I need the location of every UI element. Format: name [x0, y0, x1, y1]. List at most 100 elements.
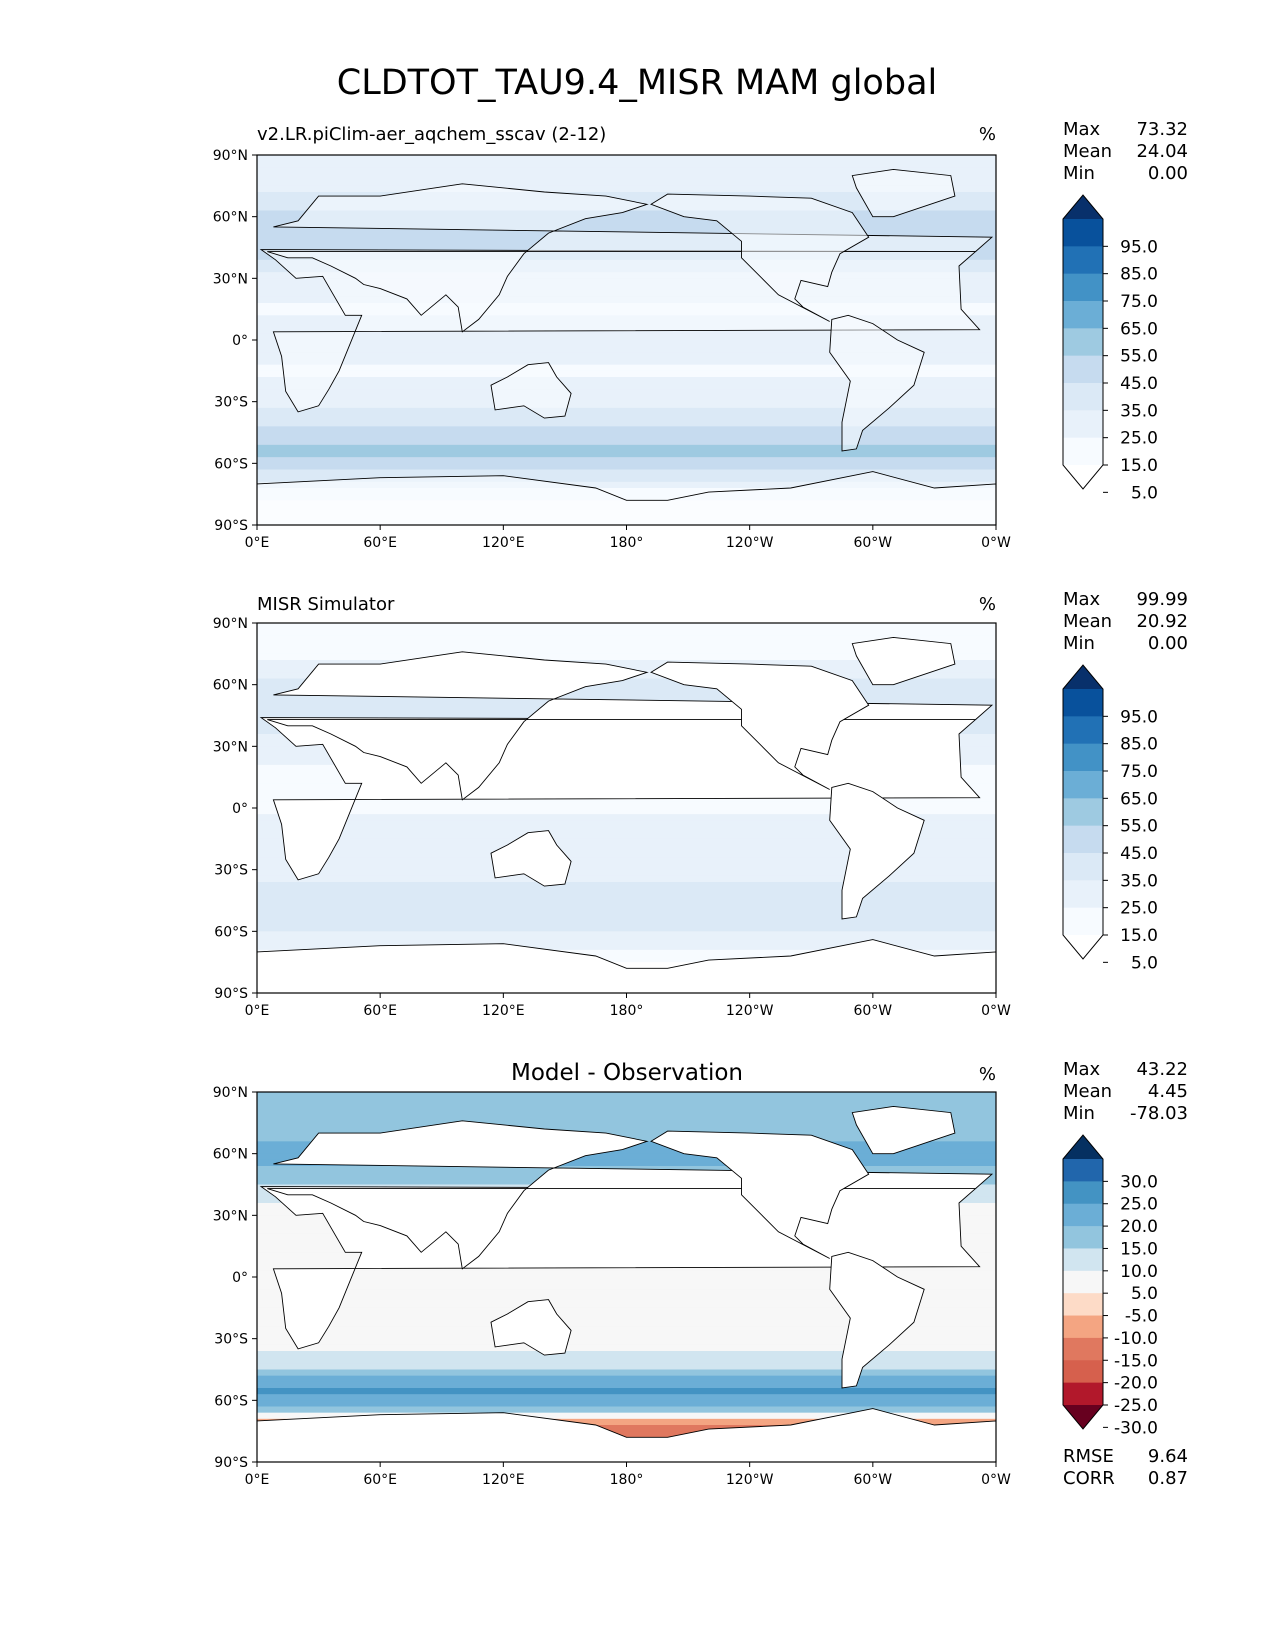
field-band: [257, 1357, 996, 1364]
field-band: [257, 919, 996, 926]
field-band: [257, 647, 996, 655]
panel-3-map: [256, 1091, 997, 1463]
stat-value-min: 0.00: [1148, 633, 1188, 654]
stat-value-max: 43.22: [1136, 1059, 1188, 1080]
colorbar-label: 85.0: [1120, 265, 1158, 285]
coastline: [829, 314, 925, 452]
field-band: [257, 943, 996, 951]
field-band: [257, 389, 996, 397]
field-band: [257, 894, 996, 902]
panel-1-map: [256, 154, 997, 526]
field-band: [257, 1394, 996, 1401]
coastline: [267, 1120, 994, 1270]
panel-2-lon-ticks: 0°E 60°E 120°E 180° 120°W 60°W 0°W: [245, 993, 1011, 1019]
colorbar-label: 65.0: [1120, 319, 1158, 339]
field-band: [257, 956, 996, 963]
field-band: [257, 1338, 996, 1346]
lat-tick-label: 30°S: [214, 395, 248, 411]
panel-1-title: v2.LR.piClim-aer_aqchem_sscav (2-12): [257, 124, 606, 145]
coastline: [851, 1105, 956, 1155]
stat-value-max: 73.32: [1136, 119, 1188, 140]
colorbar-label: 5.0: [1131, 1284, 1158, 1304]
field-band: [257, 1116, 996, 1124]
colorbar-segment: [1063, 1159, 1103, 1182]
colorbar-label: 75.0: [1120, 292, 1158, 312]
panel-3-stats: Max 43.22 Mean 4.45 Min -78.03: [1063, 1059, 1188, 1124]
field-band: [257, 1418, 996, 1426]
colorbar-segment: [1063, 880, 1103, 909]
stat-value-min: 0.00: [1148, 163, 1188, 184]
field-band: [257, 451, 996, 458]
lat-tick-label: 90°S: [214, 1455, 248, 1471]
field-band: [257, 426, 996, 434]
lat-tick-label: 0°: [232, 801, 248, 817]
panel-2-lat-ticks: 90°N 60°N 30°N 0° 30°S 60°S 90°S: [213, 616, 257, 1002]
field-band: [257, 414, 996, 421]
field-band: [257, 1104, 996, 1112]
lat-tick-label: 60°N: [213, 1147, 248, 1163]
lon-tick-label: 0°W: [981, 1003, 1011, 1019]
field-band: [257, 469, 996, 477]
field-band: [257, 838, 996, 846]
field-band: [257, 173, 996, 181]
stat-value-mean: 4.45: [1148, 1081, 1188, 1102]
field-band: [257, 845, 996, 852]
field-band: [257, 1369, 996, 1377]
field-band: [257, 875, 996, 883]
field-band: [257, 635, 996, 643]
lon-tick-label: 60°E: [363, 1003, 397, 1019]
field-band: [257, 364, 996, 372]
panel-2-title: MISR Simulator: [257, 594, 395, 615]
panel-1: v2.LR.piClim-aer_aqchem_sscav (2-12) % 9…: [213, 119, 1188, 551]
stat-label-rmse: RMSE: [1063, 1446, 1114, 1467]
field-band: [257, 1307, 996, 1315]
colorbar-label: 15.0: [1120, 926, 1158, 946]
stat-label-min: Min: [1063, 633, 1095, 654]
field-band: [257, 1270, 996, 1278]
colorbar-label: 25.0: [1120, 899, 1158, 919]
field-band: [257, 161, 996, 168]
lat-tick-label: 60°S: [214, 1393, 248, 1409]
colorbar-segment: [1063, 1360, 1103, 1384]
panel-1-units: %: [979, 124, 996, 145]
field-band: [257, 1425, 996, 1432]
coastline: [851, 168, 956, 218]
colorbar-label: 65.0: [1120, 789, 1158, 809]
field-band: [257, 1301, 996, 1309]
stat-label-max: Max: [1063, 589, 1101, 610]
field-band: [257, 395, 996, 403]
colorbar-segment: [1063, 1270, 1103, 1294]
colorbar-segment: [1063, 1203, 1103, 1227]
colorbar-label: 20.0: [1120, 1217, 1158, 1237]
field-band: [257, 333, 996, 341]
field-band: [257, 494, 996, 501]
lat-tick-label: 60°S: [214, 924, 248, 940]
field-band: [257, 210, 996, 218]
colorbar-segment: [1063, 716, 1103, 745]
field-band: [257, 1289, 996, 1297]
field-band: [257, 358, 996, 366]
figure-title: CLDTOT_TAU9.4_MISR MAM global: [337, 63, 937, 103]
field-band: [257, 407, 996, 415]
coastline: [267, 183, 994, 333]
field-band: [257, 1110, 996, 1118]
lon-tick-label: 60°W: [853, 535, 892, 551]
field-band: [257, 1332, 996, 1340]
panel-2-colorbar: 95.0 85.0 75.0 65.0 55.0 45.0 35.0 25.0 15.0 5.0: [1062, 664, 1158, 973]
panel-3-extra-stats: RMSE 9.64 CORR 0.87: [1063, 1446, 1188, 1489]
field-band: [257, 401, 996, 409]
coastline: [257, 939, 996, 993]
panel-2-stats: Max 99.99 Mean 20.92 Min 0.00: [1063, 589, 1188, 654]
colorbar-label: 15.0: [1120, 456, 1158, 476]
lat-tick-label: 30°N: [213, 1208, 248, 1224]
stat-label-mean: Mean: [1063, 611, 1112, 632]
lat-tick-label: 0°: [232, 1270, 248, 1286]
stat-label-min: Min: [1063, 1103, 1095, 1124]
field-band: [257, 1092, 996, 1099]
lon-tick-label: 60°W: [853, 1472, 892, 1488]
field-band: [257, 438, 996, 446]
field-band: [257, 475, 996, 483]
colorbar-segment: [1063, 1315, 1103, 1339]
stat-value-max: 99.99: [1136, 589, 1188, 610]
colorbar-label: 25.0: [1120, 1195, 1158, 1215]
